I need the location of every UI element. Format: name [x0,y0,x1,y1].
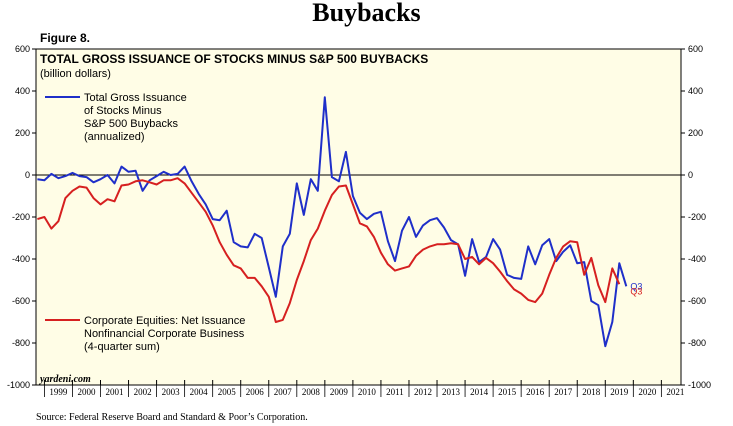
x-tick-label: 2009 [330,387,349,397]
legend-label-line: Total Gross Issuance [84,92,187,104]
y-tick-label-right: -400 [688,254,706,264]
y-tick-label-left: 200 [15,128,30,138]
y-tick-label-right: -200 [688,212,706,222]
x-tick-label: 2015 [498,387,517,397]
x-tick-label: 2011 [386,387,404,397]
y-tick-label-left: -800 [12,338,30,348]
end-label-red: Q3 [630,286,642,296]
x-tick-label: 2021 [666,387,684,397]
y-tick-label-left: 0 [25,170,30,180]
y-tick-label-left: 600 [15,44,30,54]
legend-label-line: Nonfinancial Corporate Business [84,328,245,340]
y-tick-label-right: -1000 [688,380,711,390]
x-tick-label: 2013 [442,387,461,397]
source-note: Source: Federal Reserve Board and Standa… [36,412,308,423]
legend-item-red: Corporate Equities: Net Issuance Nonfina… [45,315,245,353]
y-tick-label-left: -600 [12,296,30,306]
legend-label-line: (4-quarter sum) [84,341,160,353]
end-label-blue: Q3 [630,281,642,291]
x-tick-label: 2020 [638,387,657,397]
y-tick-label-right: -600 [688,296,706,306]
x-tick-label: 2019 [610,387,629,397]
y-tick-label-left: -1000 [7,380,30,390]
legend-label-line: S&P 500 Buybacks [84,118,178,130]
chart-title: TOTAL GROSS ISSUANCE OF STOCKS MINUS S&P… [40,52,428,66]
x-tick-label: 2001 [106,387,124,397]
y-tick-label-right: 0 [688,170,693,180]
figure-label: Figure 8. [40,31,91,45]
x-tick-label: 1999 [49,387,68,397]
y-tick-label-left: -400 [12,254,30,264]
legend-item-blue: Total Gross Issuance of Stocks Minus S&P… [45,92,187,143]
chart-subtitle: (billion dollars) [40,68,111,80]
x-tick-label: 2008 [302,387,321,397]
x-tick-label: 2004 [190,387,209,397]
x-tick-label: 2017 [554,387,573,397]
legend-label-line: (annualized) [84,131,145,143]
y-tick-label-left: -200 [12,212,30,222]
x-tick-label: 2016 [526,387,545,397]
legend-label-line: of Stocks Minus [84,105,162,117]
y-tick-label-left: 400 [15,86,30,96]
x-tick-label: 2018 [582,387,601,397]
x-tick-label: 2014 [470,387,489,397]
x-tick-label: 2007 [274,387,293,397]
x-tick-label: 2002 [134,387,152,397]
series-line-net-issuance [37,177,621,323]
series-line-gross-issuance-minus-buybacks [37,96,628,348]
y-tick-label-right: 200 [688,128,703,138]
x-tick-label: 2000 [77,387,96,397]
x-tick-label: 2010 [358,387,377,397]
x-tick-label: 2006 [246,387,265,397]
y-tick-label-right: 400 [688,86,703,96]
y-tick-label-right: -800 [688,338,706,348]
page-title: Buybacks [312,0,421,27]
legend-label-line: Corporate Equities: Net Issuance [84,315,245,327]
watermark: yardeni.com [39,374,91,385]
y-tick-label-right: 600 [688,44,703,54]
x-tick-label: 2005 [218,387,237,397]
x-tick-label: 2003 [162,387,181,397]
x-tick-label: 2012 [414,387,432,397]
